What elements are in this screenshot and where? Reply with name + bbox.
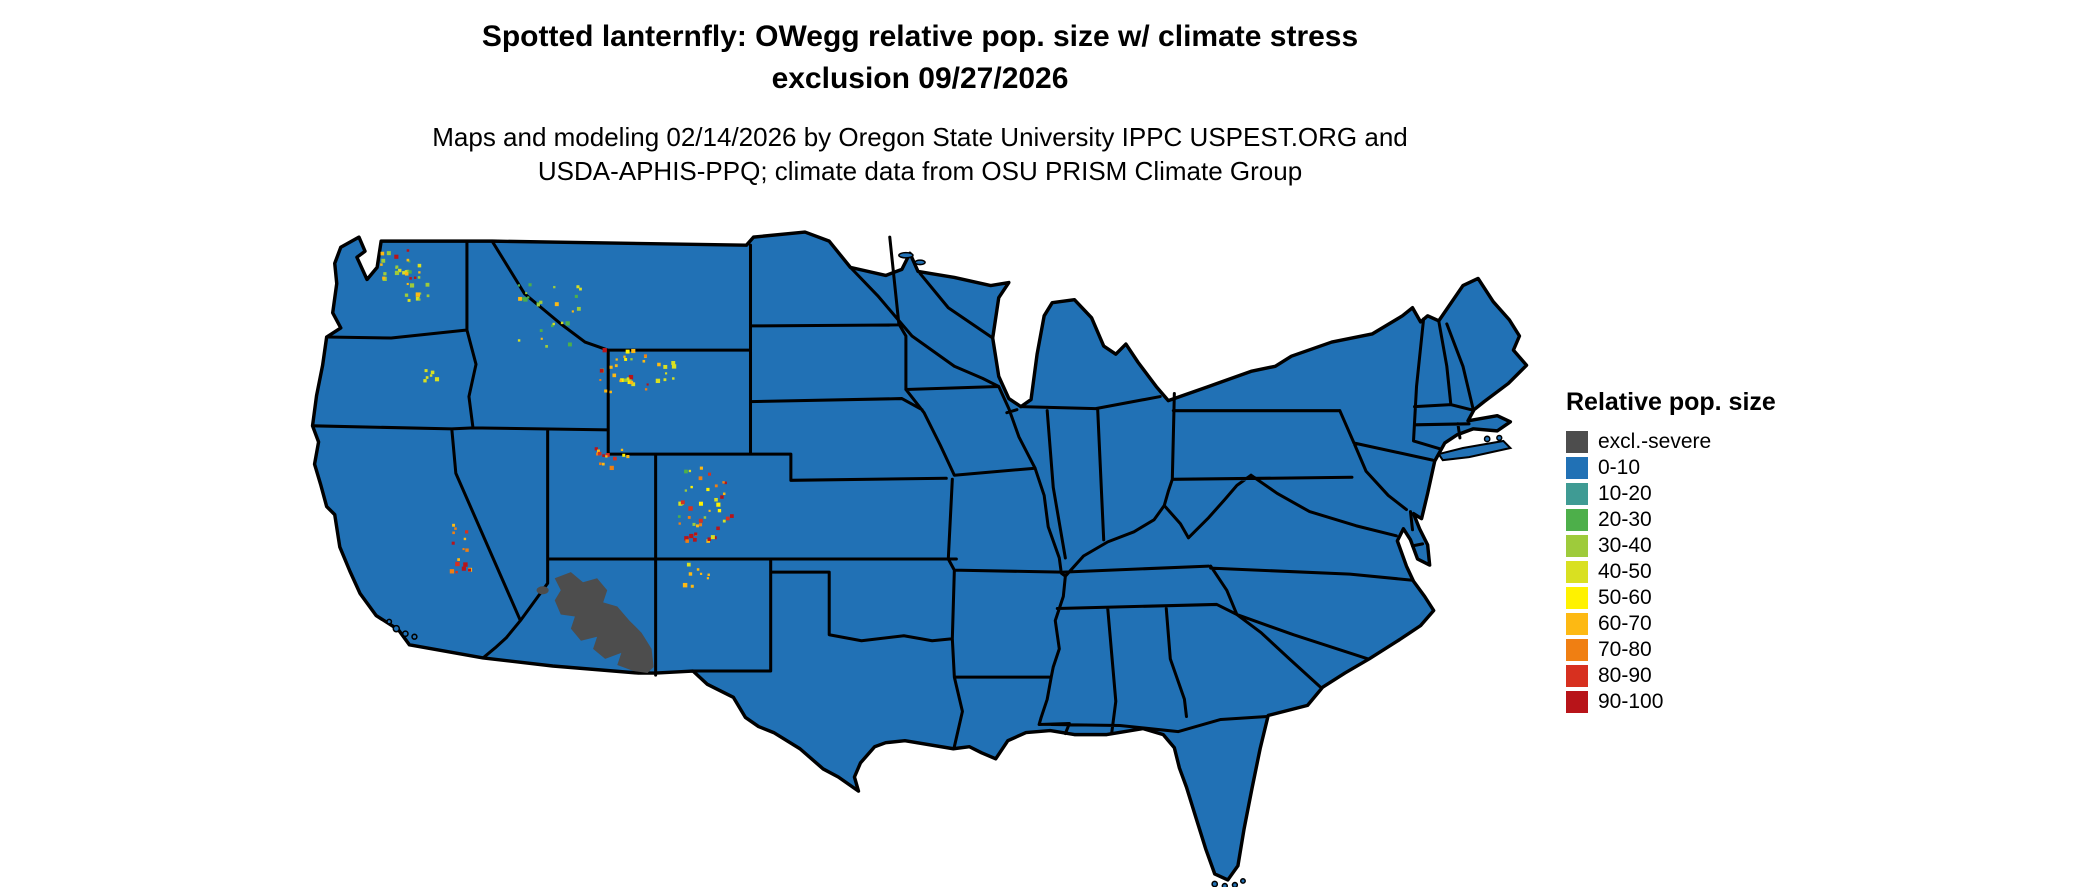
legend-items: excl.-severe 0-10 10-20 20-30 30-40 40-50 50-6… (1566, 429, 1886, 715)
legend-item: 90-100 (1566, 689, 1886, 715)
legend-item: 30-40 (1566, 533, 1886, 559)
legend-label: 40-50 (1598, 560, 1652, 583)
state-borders (311, 235, 1475, 749)
legend-swatch (1566, 457, 1588, 479)
legend-item: 50-60 (1566, 585, 1886, 611)
legend-label: 30-40 (1598, 534, 1652, 557)
legend-swatch (1566, 561, 1588, 583)
legend-item: excl.-severe (1566, 429, 1886, 455)
legend-item: 20-30 (1566, 507, 1886, 533)
island-long-island (1437, 439, 1513, 462)
legend: Relative pop. size excl.-severe 0-10 10-20… (1566, 388, 1886, 715)
legend-item: 10-20 (1566, 481, 1886, 507)
figure-title-line2: exclusion 09/27/2026 (771, 62, 1069, 95)
us-map (300, 225, 1532, 887)
legend-swatch (1566, 639, 1588, 661)
figure-title-line1: Spotted lanternfly: OWegg relative pop. … (481, 20, 1359, 53)
population-speckle-layer (380, 249, 734, 588)
legend-item: 0-10 (1566, 455, 1886, 481)
legend-swatch (1566, 535, 1588, 557)
legend-label: 50-60 (1598, 586, 1652, 609)
legend-item: 80-90 (1566, 663, 1886, 689)
figure-subtitle: Maps and modeling 02/14/2026 by Oregon S… (0, 120, 1840, 188)
legend-item: 70-80 (1566, 637, 1886, 663)
legend-swatch (1566, 431, 1588, 453)
legend-swatch (1566, 483, 1588, 505)
legend-item: 60-70 (1566, 611, 1886, 637)
legend-label: 0-10 (1598, 456, 1641, 479)
legend-swatch (1566, 613, 1588, 635)
legend-item: 40-50 (1566, 559, 1886, 585)
legend-label: 10-20 (1598, 482, 1652, 505)
figure-subtitle-line1: Maps and modeling 02/14/2026 by Oregon S… (432, 122, 1408, 152)
us-outline (310, 230, 1529, 882)
us-map-svg (310, 230, 1529, 887)
legend-label: 80-90 (1598, 664, 1652, 687)
legend-swatch (1566, 665, 1588, 687)
legend-label: 70-80 (1598, 638, 1652, 661)
legend-label: 60-70 (1598, 612, 1652, 635)
figure-title: Spotted lanternfly: OWegg relative pop. … (0, 16, 1840, 100)
legend-swatch (1566, 587, 1588, 609)
island-dots (386, 251, 1503, 887)
legend-label: excl.-severe (1598, 430, 1712, 453)
legend-swatch (1566, 509, 1588, 531)
legend-swatch (1566, 691, 1588, 713)
figure-subtitle-line2: USDA-APHIS-PPQ; climate data from OSU PR… (537, 156, 1303, 186)
legend-label: 20-30 (1598, 508, 1652, 531)
legend-label: 90-100 (1598, 690, 1664, 713)
excluded-region-spot (536, 586, 549, 595)
legend-title: Relative pop. size (1566, 388, 1776, 416)
excluded-region-arizona (554, 572, 654, 674)
